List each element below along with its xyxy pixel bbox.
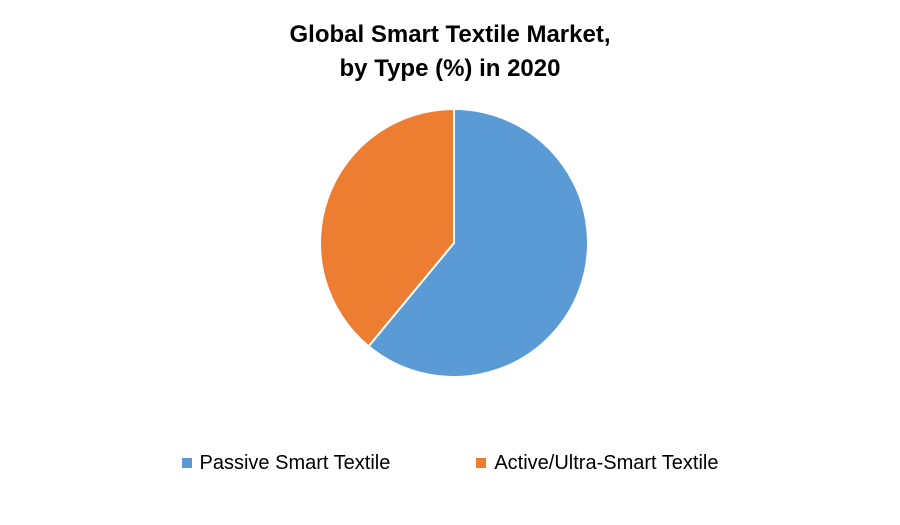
legend: Passive Smart Textile Active/Ultra-Smart… xyxy=(0,449,900,477)
legend-item-passive-smart-textile: Passive Smart Textile xyxy=(181,451,391,475)
legend-swatch-passive xyxy=(181,458,192,468)
chart-title-line-2: by Type (%) in 2020 xyxy=(339,55,561,82)
chart-title-line-1: Global Smart Textile Market, xyxy=(289,21,611,48)
legend-label-active: Active/Ultra-Smart Textile xyxy=(494,451,719,474)
pie-slice-passive-smart-textile xyxy=(367,108,589,378)
legend-item-active-ultra-smart-textile: Active/Ultra-Smart Textile xyxy=(476,452,718,475)
legend-swatch-active xyxy=(476,458,487,468)
pie-slice-active-ultra-smart-textile xyxy=(319,108,455,348)
legend-label-passive: Passive Smart Textile xyxy=(199,451,391,474)
chart-title: Global Smart Textile Market, by Type (%)… xyxy=(0,18,900,86)
